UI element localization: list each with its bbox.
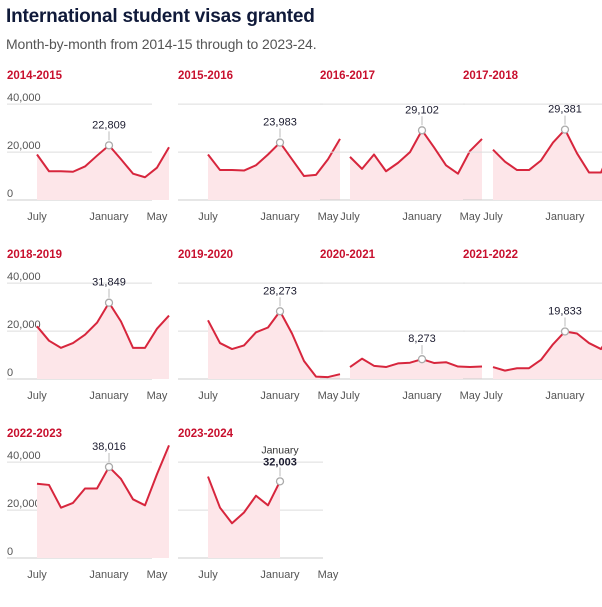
series-line	[207, 476, 281, 525]
y-tick-label: 0	[7, 188, 13, 200]
series-line	[36, 144, 170, 179]
x-tick-label: January	[402, 390, 442, 402]
series-line	[492, 128, 602, 174]
x-tick-label: January	[545, 390, 585, 402]
annotation-value: 29,381	[548, 104, 582, 116]
x-tick-label: July	[198, 569, 218, 581]
x-tick-label: January	[260, 569, 300, 581]
series-area	[37, 302, 169, 379]
annotation-value: 19,833	[548, 305, 582, 317]
peak-point	[104, 141, 114, 150]
series-line	[492, 330, 602, 372]
x-tick-label: May	[318, 211, 339, 223]
x-tick-label: January	[545, 211, 585, 223]
y-tick-label: 40,000	[7, 450, 41, 462]
x-tick-label: May	[460, 390, 481, 402]
x-tick-label: July	[340, 211, 360, 223]
y-tick-label: 0	[7, 367, 13, 379]
annotation-value: 8,273	[408, 333, 436, 345]
series-area	[208, 138, 340, 200]
series-area	[350, 130, 482, 200]
annotation-label: January	[261, 444, 299, 456]
x-tick-label: January	[89, 569, 129, 581]
x-tick-label: July	[27, 569, 47, 581]
x-tick-label: May	[460, 211, 481, 223]
panel-title: 2021-2022	[463, 249, 518, 261]
x-tick-label: July	[483, 390, 503, 402]
x-tick-label: July	[27, 211, 47, 223]
panel-title: 2020-2021	[320, 249, 376, 261]
x-tick-label: July	[198, 390, 218, 402]
peak-point	[417, 355, 427, 364]
x-tick-label: January	[89, 211, 129, 223]
annotation-value: 31,849	[92, 277, 126, 289]
peak-point	[104, 298, 114, 307]
y-tick-label: 20,000	[7, 498, 41, 510]
series-area	[208, 311, 340, 379]
peak-point	[275, 307, 285, 316]
peak-point	[417, 126, 427, 135]
annotation-value: 38,016	[92, 441, 126, 453]
y-tick-label: 40,000	[7, 92, 41, 104]
panel-title: 2023-2024	[178, 428, 234, 440]
series-line	[36, 301, 170, 349]
series-area	[493, 129, 602, 200]
peak-point	[104, 462, 114, 472]
peak-point	[560, 327, 570, 336]
annotation-value: 29,102	[405, 104, 439, 116]
series-area	[208, 476, 280, 558]
annotation-value: 22,809	[92, 119, 126, 131]
y-tick-label: 20,000	[7, 140, 41, 152]
x-tick-label: May	[318, 390, 339, 402]
x-tick-label: January	[402, 211, 442, 223]
x-tick-label: January	[260, 390, 300, 402]
x-tick-label: May	[147, 569, 168, 581]
series-line	[36, 445, 170, 509]
annotation-value: 23,983	[263, 117, 297, 129]
panel-title: 2017-2018	[463, 70, 519, 82]
series-line	[349, 129, 483, 175]
panel-title: 2015-2016	[178, 70, 233, 82]
x-tick-label: January	[260, 211, 300, 223]
series-area	[37, 445, 169, 558]
x-tick-label: July	[27, 390, 47, 402]
x-tick-label: July	[198, 211, 218, 223]
annotation-value: 28,273	[263, 285, 297, 297]
panel-title: 2018-2019	[7, 249, 62, 261]
panel-title: 2019-2020	[178, 249, 233, 261]
panel-title: 2022-2023	[7, 428, 62, 440]
x-tick-label: July	[340, 390, 360, 402]
x-tick-label: May	[318, 569, 339, 581]
y-tick-label: 20,000	[7, 319, 41, 331]
peak-point	[275, 138, 285, 147]
x-tick-label: July	[483, 211, 503, 223]
panel-title: 2014-2015	[7, 70, 63, 82]
peak-point	[560, 125, 570, 134]
panel-title: 2016-2017	[320, 70, 375, 82]
y-tick-label: 0	[7, 546, 13, 558]
peak-point	[275, 477, 285, 486]
chart-subtitle: Month-by-month from 2014-15 through to 2…	[6, 36, 317, 52]
annotation-value: 32,003	[263, 456, 297, 468]
series-area	[493, 331, 602, 379]
x-tick-label: May	[147, 390, 168, 402]
series-line	[349, 357, 483, 369]
series-line	[207, 138, 341, 178]
series-area	[37, 145, 169, 200]
chart-title: International student visas granted	[6, 6, 315, 27]
y-tick-label: 40,000	[7, 271, 41, 283]
x-tick-label: January	[89, 390, 129, 402]
series-line	[207, 310, 341, 379]
x-tick-label: May	[147, 211, 168, 223]
